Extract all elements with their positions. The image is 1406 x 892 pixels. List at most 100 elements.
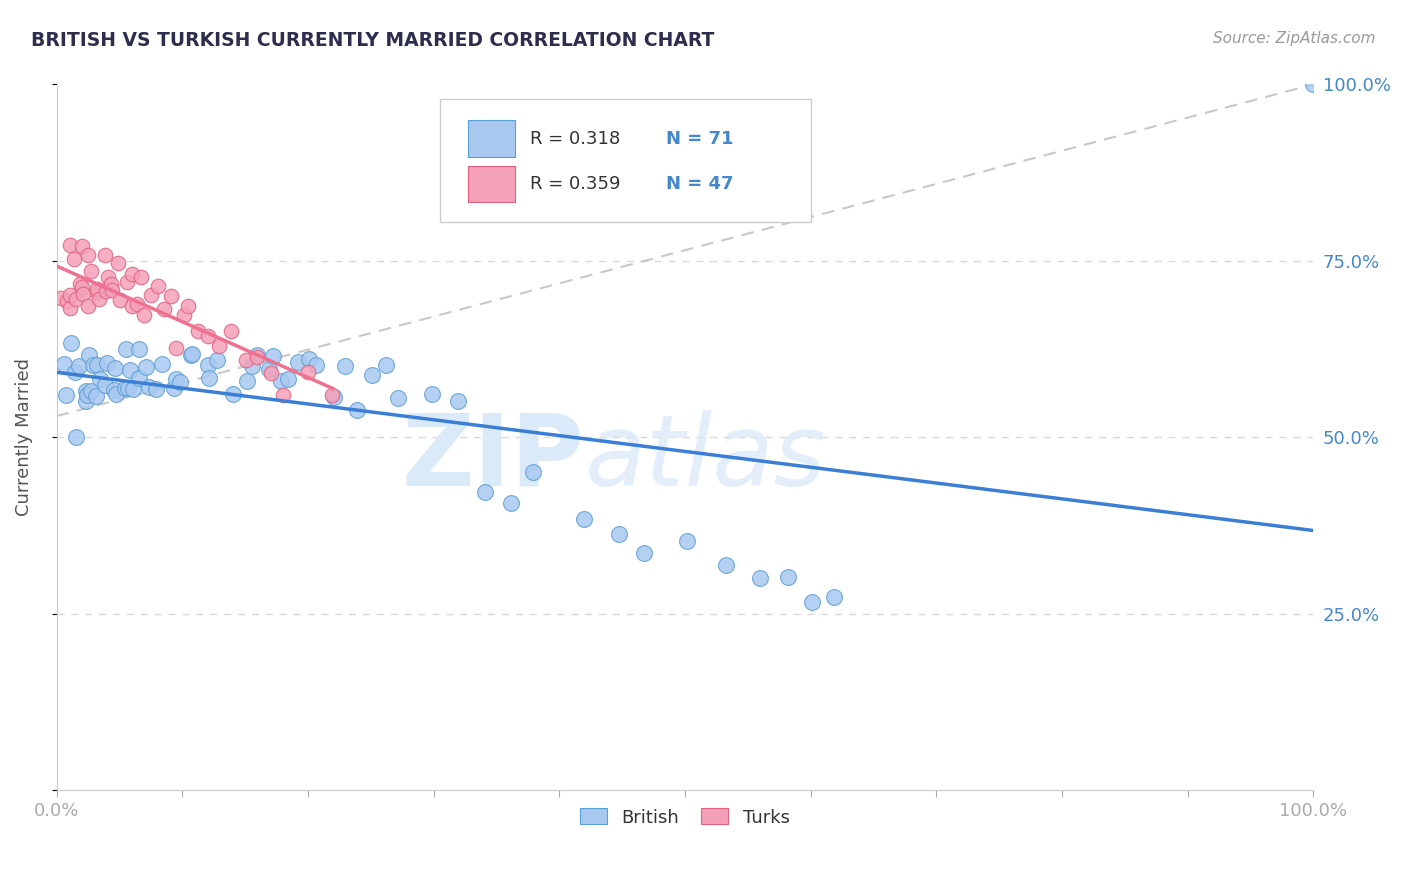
Point <box>117 381 139 395</box>
Point <box>333 359 356 373</box>
Point <box>522 465 544 479</box>
FancyBboxPatch shape <box>468 120 515 157</box>
Point <box>69 277 91 292</box>
Point <box>62 252 84 266</box>
Point <box>240 359 263 373</box>
Legend: British, Turks: British, Turks <box>574 801 797 834</box>
Point <box>205 353 228 368</box>
Point <box>165 371 187 385</box>
Point <box>208 339 231 353</box>
Point <box>75 384 97 398</box>
Point <box>59 288 82 302</box>
Point <box>246 348 269 362</box>
Point <box>94 378 117 392</box>
Point <box>361 368 384 382</box>
Point <box>122 382 145 396</box>
Point <box>127 297 149 311</box>
Point <box>197 328 219 343</box>
Point <box>121 267 143 281</box>
Point <box>63 365 86 379</box>
Point <box>80 263 103 277</box>
Point <box>104 361 127 376</box>
Point <box>298 351 321 366</box>
Point <box>65 292 87 306</box>
Point <box>70 239 93 253</box>
Point <box>222 387 245 401</box>
Point <box>70 280 93 294</box>
Point <box>77 248 100 262</box>
Point <box>180 347 202 361</box>
Point <box>114 343 136 357</box>
Point <box>115 275 138 289</box>
Point <box>270 374 292 388</box>
Point <box>277 372 299 386</box>
Text: Source: ZipAtlas.com: Source: ZipAtlas.com <box>1212 31 1375 46</box>
FancyBboxPatch shape <box>440 98 811 222</box>
Point <box>56 293 79 308</box>
Text: BRITISH VS TURKISH CURRENTLY MARRIED CORRELATION CHART: BRITISH VS TURKISH CURRENTLY MARRIED COR… <box>31 31 714 50</box>
Point <box>572 512 595 526</box>
Point <box>714 558 737 573</box>
Y-axis label: Currently Married: Currently Married <box>15 359 32 516</box>
Point <box>146 278 169 293</box>
Point <box>135 359 157 374</box>
Point <box>75 393 97 408</box>
Point <box>97 269 120 284</box>
Point <box>108 293 131 307</box>
Point <box>163 381 186 395</box>
Point <box>152 301 174 316</box>
Point <box>169 376 191 390</box>
Point <box>128 343 150 357</box>
Point <box>59 336 82 351</box>
Point <box>129 270 152 285</box>
Point <box>235 353 257 368</box>
Point <box>67 359 90 373</box>
Point <box>139 288 162 302</box>
Point <box>89 372 111 386</box>
Point <box>118 363 141 377</box>
Point <box>79 384 101 398</box>
Point <box>159 289 181 303</box>
Point <box>501 496 523 510</box>
Point <box>177 299 200 313</box>
Point <box>87 292 110 306</box>
Point <box>197 371 219 385</box>
Point <box>86 283 108 297</box>
Point <box>86 358 108 372</box>
Text: N = 71: N = 71 <box>666 129 734 148</box>
Point <box>104 387 127 401</box>
Point <box>101 283 124 297</box>
Point <box>776 570 799 584</box>
Point <box>219 324 242 338</box>
Point <box>65 430 87 444</box>
Point <box>55 388 77 402</box>
Point <box>305 359 328 373</box>
Text: N = 47: N = 47 <box>666 175 734 193</box>
Point <box>259 361 281 376</box>
Point <box>262 350 284 364</box>
Point <box>100 277 122 291</box>
Point <box>53 358 76 372</box>
Point <box>94 248 117 262</box>
Text: atlas: atlas <box>585 409 827 507</box>
Point <box>180 348 202 362</box>
Point <box>823 590 845 604</box>
Point <box>297 365 319 379</box>
Point <box>187 324 209 338</box>
Point <box>197 358 219 372</box>
Point <box>1302 78 1324 92</box>
Point <box>72 287 94 301</box>
Point <box>273 387 295 401</box>
Text: ZIP: ZIP <box>402 409 585 507</box>
Point <box>138 380 160 394</box>
Point <box>374 358 396 372</box>
Point <box>321 388 343 402</box>
Point <box>633 546 655 560</box>
Point <box>749 571 772 585</box>
Point <box>77 300 100 314</box>
Point <box>150 357 173 371</box>
Point <box>114 381 136 395</box>
Point <box>173 308 195 322</box>
Point <box>84 389 107 403</box>
Point <box>132 309 155 323</box>
